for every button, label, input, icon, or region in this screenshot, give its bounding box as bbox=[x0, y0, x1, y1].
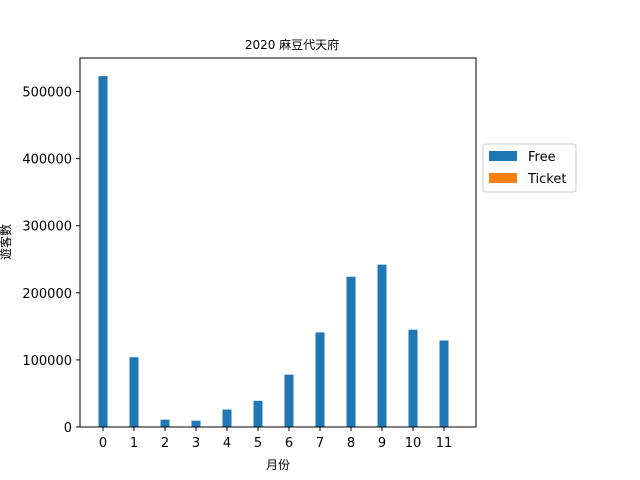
x-tick-label: 6 bbox=[285, 436, 293, 451]
x-tick-label: 10 bbox=[405, 436, 422, 451]
bar-free-3 bbox=[191, 420, 201, 427]
bar-free-6 bbox=[284, 374, 294, 427]
bar-free-2 bbox=[160, 419, 170, 427]
bar-free-9 bbox=[377, 264, 387, 427]
plot-frame bbox=[79, 57, 477, 428]
x-tick-label: 0 bbox=[99, 436, 107, 451]
bar-free-4 bbox=[222, 409, 232, 427]
x-tick-label: 11 bbox=[436, 436, 453, 451]
x-tick-label: 8 bbox=[347, 436, 355, 451]
legend-swatch-free bbox=[489, 151, 517, 161]
bar-free-1 bbox=[129, 357, 139, 427]
bar-free-5 bbox=[253, 400, 263, 427]
y-tick-label: 200000 bbox=[22, 287, 72, 302]
legend: Free Ticket bbox=[482, 143, 577, 193]
y-tick-label: 0 bbox=[64, 421, 72, 436]
x-tick-label: 7 bbox=[316, 436, 324, 451]
bar-free-10 bbox=[408, 329, 418, 427]
bar-free-8 bbox=[346, 276, 356, 427]
legend-label-free: Free bbox=[528, 150, 556, 165]
bar-free-11 bbox=[439, 340, 449, 427]
y-tick-label: 500000 bbox=[22, 86, 72, 101]
bars-group bbox=[98, 76, 449, 427]
y-tick-label: 100000 bbox=[22, 354, 72, 369]
x-tick-label: 4 bbox=[223, 436, 231, 451]
y-axis-label: 遊客數 bbox=[0, 224, 13, 260]
x-tick-label: 2 bbox=[161, 436, 169, 451]
x-tick-label: 9 bbox=[378, 436, 386, 451]
y-axis-ticks: 0 100000 200000 300000 400000 500000 bbox=[22, 86, 80, 436]
y-tick-label: 300000 bbox=[22, 220, 72, 235]
x-tick-label: 1 bbox=[130, 436, 138, 451]
x-axis-ticks: 0 1 2 3 4 5 6 7 8 9 10 11 bbox=[99, 427, 452, 451]
bar-free-7 bbox=[315, 332, 325, 427]
y-tick-label: 400000 bbox=[22, 153, 72, 168]
x-axis-label: 月份 bbox=[266, 458, 290, 472]
legend-label-ticket: Ticket bbox=[527, 172, 566, 187]
chart-title: 2020 麻豆代天府 bbox=[245, 37, 339, 52]
x-tick-label: 3 bbox=[192, 436, 200, 451]
bar-free-0 bbox=[98, 76, 108, 427]
legend-swatch-ticket bbox=[489, 173, 517, 183]
x-tick-label: 5 bbox=[254, 436, 262, 451]
